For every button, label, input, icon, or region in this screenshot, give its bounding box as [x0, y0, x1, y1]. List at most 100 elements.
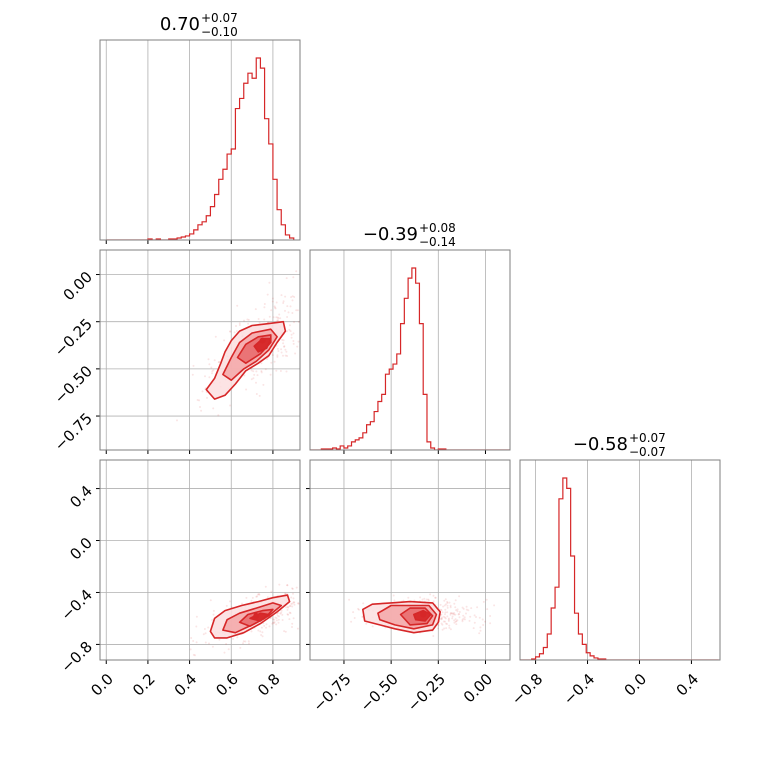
- joint-0-2-sample-point: [212, 609, 215, 612]
- joint-0-2-sample-point: [225, 604, 228, 607]
- joint-0-1-sample-point: [286, 305, 289, 308]
- xtick-label-p0-3: 0.6: [212, 670, 242, 700]
- joint-1-2-sample-point: [432, 600, 435, 603]
- joint-0-2-sample-point: [284, 592, 287, 595]
- joint-0-1-sample-point: [255, 370, 258, 373]
- joint-0-2-sample-point: [258, 593, 260, 595]
- joint-1-2-sample-point: [353, 617, 356, 619]
- joint-1-2-sample-point: [458, 611, 461, 613]
- joint-1-2-sample-point: [485, 598, 488, 601]
- joint-1-2-sample-point: [482, 600, 485, 603]
- joint-0-2-sample-point: [192, 653, 195, 656]
- title-minus-p1: −0.14: [419, 235, 456, 249]
- joint-0-2-sample-point: [286, 613, 289, 616]
- joint-0-2-sample-point: [296, 627, 299, 630]
- joint-1-2-sample-point: [482, 624, 485, 626]
- joint-1-2-sample-point: [486, 608, 489, 611]
- joint-1-2-sample-point: [371, 625, 374, 628]
- joint-1-2-sample-point: [484, 620, 486, 623]
- joint-1-2-sample-point: [429, 593, 432, 596]
- joint-1-2-sample-point: [462, 617, 465, 620]
- joint-0-1-sample-point: [276, 355, 279, 358]
- joint-1-2-sample-point: [446, 611, 449, 614]
- joint-1-2-sample-point: [427, 598, 430, 601]
- joint-1-2-sample-point: [448, 601, 451, 604]
- joint-1-2-sample-point: [444, 598, 447, 601]
- joint-0-1-sample-point: [256, 374, 259, 377]
- joint-1-2-sample-point: [463, 618, 466, 621]
- joint-1-2-sample-point: [432, 635, 435, 637]
- joint-1-2-sample-point: [461, 606, 464, 609]
- xtick-label-p0-0: 0.0: [87, 670, 117, 700]
- joint-0-1-sample-point: [283, 345, 286, 348]
- joint-0-1-sample-point: [292, 340, 295, 342]
- joint-1-2-sample-point: [442, 605, 445, 608]
- joint-1-2-sample-point: [461, 618, 464, 621]
- joint-0-1-sample-point: [218, 361, 221, 364]
- xtick-label-p2-1: −0.4: [560, 670, 598, 708]
- joint-0-1-sample-point: [292, 342, 295, 345]
- joint-1-2-sample-point: [449, 628, 452, 631]
- joint-0-1-sample-point: [297, 340, 300, 343]
- joint-1-2-sample-point: [461, 620, 464, 623]
- joint-0-2-sample-point: [291, 587, 294, 590]
- joint-1-2-sample-point: [448, 626, 451, 629]
- joint-0-1-sample-point: [204, 375, 206, 378]
- joint-1-2-sample-point: [446, 604, 449, 607]
- joint-0-2-sample-point: [290, 603, 293, 605]
- joint-1-2-frame: [309, 459, 511, 661]
- joint-1-2-sample-point: [446, 606, 449, 609]
- xtick-label-p1-2: −0.25: [404, 670, 449, 715]
- joint-0-1-sample-point: [208, 376, 211, 379]
- joint-0-1-sample-point: [253, 373, 256, 376]
- joint-0-2-sample-point: [270, 590, 273, 593]
- joint-0-2-sample-point: [286, 584, 289, 587]
- joint-1-2-sample-point: [448, 624, 451, 627]
- joint-0-1-sample-point: [214, 335, 217, 338]
- joint-0-2-sample-point: [295, 586, 298, 589]
- title-median-p1: −0.39: [363, 224, 418, 245]
- joint-1-2-sample-point: [445, 603, 447, 606]
- joint-1-2-sample-point: [454, 618, 457, 621]
- joint-0-1-sample-point: [217, 361, 220, 364]
- joint-1-2-sample-point: [357, 607, 360, 610]
- joint-0-2-sample-point: [204, 632, 207, 635]
- joint-0-2-sample-point: [204, 641, 207, 644]
- joint-0-2-sample-point: [286, 608, 289, 611]
- joint-0-1-sample-point: [293, 321, 295, 324]
- joint-0-1-sample-point: [285, 277, 288, 280]
- joint-0-2-sample-point: [189, 648, 192, 651]
- joint-0-1-sample-point: [293, 296, 296, 298]
- joint-0-2-sample-point: [229, 600, 231, 603]
- joint-0-1-sample-point: [271, 297, 274, 300]
- title-plus-p1: +0.08: [419, 221, 456, 235]
- joint-0-1-sample-point: [243, 319, 245, 322]
- joint-0-1-sample-point: [277, 350, 280, 352]
- joint-0-1-sample-point: [236, 304, 239, 307]
- joint-1-2-sample-point: [444, 613, 446, 616]
- joint-0-2-sample-point: [194, 654, 196, 657]
- joint-0-1-sample-point: [276, 316, 279, 319]
- joint-0-1-sample-point: [296, 345, 299, 348]
- title-plus-p2: +0.07: [629, 431, 666, 445]
- joint-0-1-sample-point: [283, 345, 286, 348]
- joint-0-1-sample-point: [247, 322, 250, 325]
- joint-1-2-sample-point: [453, 612, 455, 614]
- joint-1-2-sample-point: [458, 613, 461, 615]
- ytick-label-p1-0: −0.75: [51, 409, 96, 454]
- joint-0-1-sample-point: [247, 318, 250, 321]
- joint-0-1-sample-point: [297, 320, 300, 323]
- joint-0-2-sample-point: [211, 645, 214, 648]
- joint-1-2-sample-point: [468, 619, 471, 622]
- joint-1-2-sample-point: [434, 596, 437, 599]
- xtick-label-p1-0: −0.75: [309, 670, 354, 715]
- joint-0-1-sample-point: [243, 374, 246, 377]
- joint-0-1-sample-point: [198, 399, 201, 402]
- joint-0-1-sample-point: [191, 373, 194, 376]
- joint-0-2-sample-point: [276, 614, 279, 617]
- title-minus-p0: −0.10: [201, 25, 238, 39]
- joint-0-2-sample-point: [286, 584, 289, 587]
- joint-0-1-sample-point: [295, 309, 298, 312]
- joint-0-2-sample-point: [241, 602, 243, 605]
- joint-0-1-sample-point: [286, 330, 288, 333]
